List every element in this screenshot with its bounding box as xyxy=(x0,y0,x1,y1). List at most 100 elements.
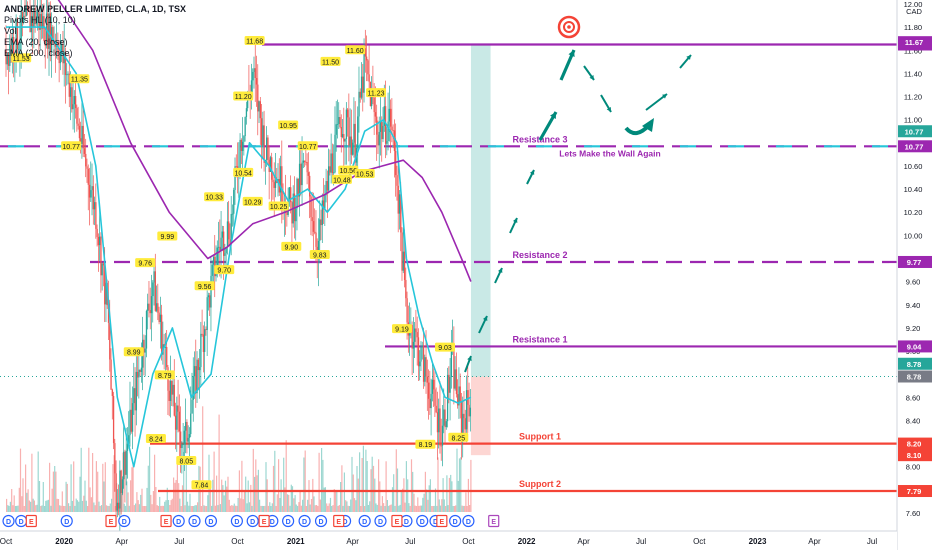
projection-arrowhead xyxy=(568,50,575,57)
candle-body xyxy=(297,178,299,197)
volume-bar xyxy=(13,495,15,512)
volume-bar xyxy=(217,505,219,512)
volume-bar xyxy=(80,447,82,512)
volume-bar xyxy=(200,506,202,512)
volume-bar xyxy=(442,478,444,512)
candle-body xyxy=(434,389,436,406)
candle-body xyxy=(348,117,350,146)
candle-body xyxy=(58,54,60,64)
earnings-marker xyxy=(258,514,270,528)
candle-body xyxy=(5,50,7,65)
volume-bar xyxy=(362,445,364,512)
candle-body xyxy=(7,53,10,66)
candle-body xyxy=(341,134,344,138)
candle-body xyxy=(109,322,111,360)
volume-bar xyxy=(224,480,227,512)
candle-body xyxy=(257,84,259,112)
time-tick: 2023 xyxy=(749,537,767,546)
pivot-label-bg xyxy=(194,281,215,291)
candle-body xyxy=(201,333,203,335)
candle-body xyxy=(171,380,173,395)
volume-bar xyxy=(318,452,320,512)
pivot-label-bg xyxy=(145,433,166,443)
volume-bar xyxy=(289,505,291,512)
candle-body xyxy=(134,388,136,411)
volume-bar xyxy=(190,506,192,512)
volume-bar xyxy=(113,455,115,512)
price-tick: 11.20 xyxy=(904,93,922,102)
level-badge-label: 10.77 xyxy=(905,142,924,151)
volume-bar xyxy=(193,506,195,512)
volume-bar xyxy=(47,499,49,512)
time-tick: Jul xyxy=(405,537,415,546)
candle-body xyxy=(314,231,316,233)
candle-body xyxy=(300,163,302,186)
indicator-ema-200[interactable]: EMA (200, close) xyxy=(4,48,73,58)
dividend-marker-letter: D xyxy=(302,519,307,526)
candle-body xyxy=(391,126,393,131)
volume-bar xyxy=(418,505,420,512)
candle-body xyxy=(448,374,450,393)
candle-body xyxy=(64,52,67,76)
volume-bar xyxy=(7,505,9,512)
candle-body xyxy=(166,347,168,368)
volume-bar xyxy=(14,506,17,512)
pivot-label-bg xyxy=(320,56,341,66)
candle-body xyxy=(367,60,369,75)
candle-body xyxy=(117,502,120,509)
earnings-marker-letter: E xyxy=(440,519,445,526)
volume-bar xyxy=(146,487,148,512)
candle-body xyxy=(455,369,458,395)
stop-zone xyxy=(470,376,491,456)
candle-body xyxy=(254,68,256,79)
price-badge xyxy=(898,370,932,383)
pivot-label: 9.03 xyxy=(438,345,452,352)
dividend-marker xyxy=(204,514,218,528)
candle-body xyxy=(114,443,116,474)
projection-curve-head xyxy=(642,118,654,132)
candle-body xyxy=(34,7,36,25)
candle-body xyxy=(148,303,150,311)
candle-body xyxy=(296,178,298,209)
candle-body xyxy=(216,247,218,266)
pivot-label: 7.84 xyxy=(195,483,209,490)
volume-bar xyxy=(180,506,182,512)
volume-bar xyxy=(437,457,439,512)
volume-bar xyxy=(85,500,87,512)
pivot-label: 10.25 xyxy=(270,204,288,211)
volume-bar xyxy=(87,506,89,512)
volume-bar xyxy=(70,464,72,512)
projection-arrow xyxy=(645,93,668,111)
indicator-ema-20[interactable]: EMA (20, close) xyxy=(4,37,68,47)
dividend-marker xyxy=(230,514,243,528)
candle-body xyxy=(188,434,191,438)
pivot-label-bg xyxy=(233,91,254,101)
volume-bar xyxy=(42,482,44,512)
volume-bar xyxy=(441,499,443,512)
volume-bar xyxy=(360,506,362,512)
candle-body xyxy=(39,13,41,30)
volume-bar xyxy=(66,483,68,512)
indicator-pivots[interactable]: Pivots HL (10, 10) xyxy=(4,15,76,25)
pivot-label: 10.53 xyxy=(356,172,374,179)
volume-bar xyxy=(297,505,299,512)
indicator-volume[interactable]: Vol xyxy=(4,26,17,36)
volume-bar xyxy=(169,505,171,512)
volume-bar xyxy=(346,501,348,512)
candle-body xyxy=(87,168,89,185)
candle-body xyxy=(126,443,129,451)
level-badge xyxy=(898,437,932,450)
volume-bar xyxy=(226,486,228,512)
volume-bar xyxy=(11,489,13,512)
candle-body xyxy=(358,91,360,117)
volume-bar xyxy=(192,506,194,512)
candle-body xyxy=(105,282,107,305)
pivot-label: 9.90 xyxy=(284,244,298,251)
candle-body xyxy=(210,275,212,308)
candle-body xyxy=(172,384,174,395)
volume-bar xyxy=(78,501,80,512)
volume-bar xyxy=(272,465,275,512)
candle-body xyxy=(157,303,159,313)
candle-body xyxy=(200,333,202,368)
